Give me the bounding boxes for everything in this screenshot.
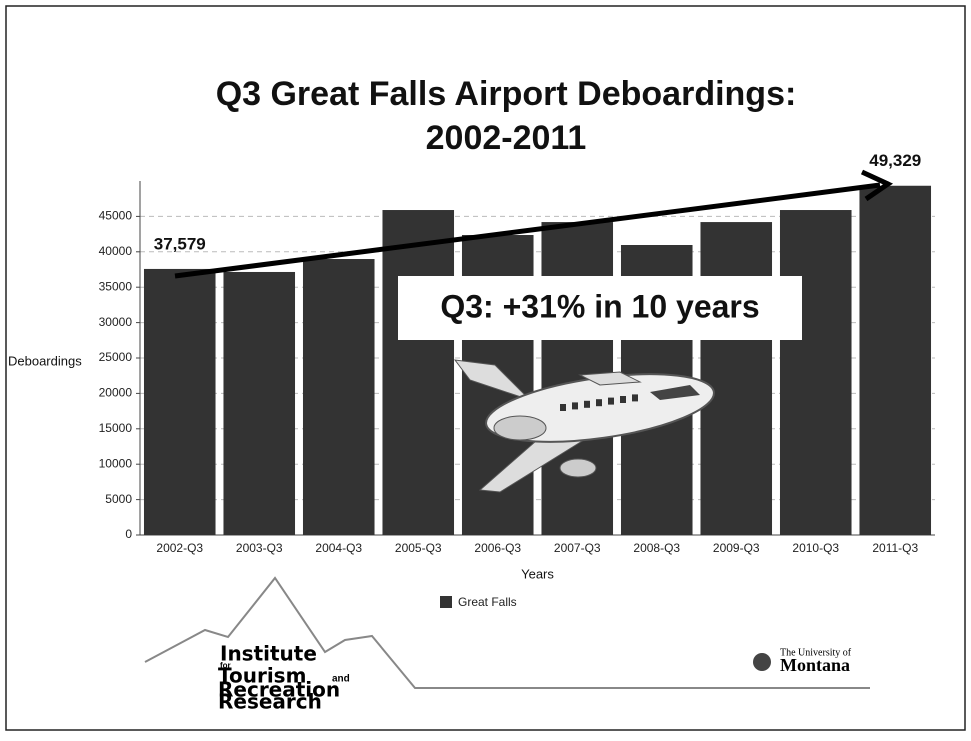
y-tick-label: 0: [125, 527, 132, 541]
plane-window: [560, 404, 566, 411]
plane-window: [632, 394, 638, 402]
plane-wing: [578, 371, 642, 386]
x-tick-label: 2002-Q3: [156, 541, 203, 555]
logo-text: Research: [218, 690, 322, 714]
university-seal: [753, 653, 771, 671]
plane-window: [572, 402, 578, 410]
legend-swatch: [440, 596, 452, 608]
x-tick-label: 2010-Q3: [792, 541, 839, 555]
y-tick-label: 10000: [99, 456, 133, 470]
plane-window: [608, 397, 614, 405]
logo-text: The University of: [780, 647, 852, 658]
x-tick-label: 2007-Q3: [554, 541, 601, 555]
bar: [382, 210, 455, 535]
plane-window: [620, 396, 626, 403]
logo-text: and: [332, 674, 350, 685]
y-tick-label: 15000: [99, 421, 133, 435]
x-tick-label: 2009-Q3: [713, 541, 760, 555]
plane-window: [584, 400, 590, 408]
x-tick-label: 2011-Q3: [872, 541, 918, 555]
logo-text: Tourism: [218, 664, 306, 688]
y-tick-label: 30000: [99, 315, 133, 329]
plane-engine: [493, 415, 547, 441]
bar: [223, 271, 296, 535]
chart-subtitle: 2002-2011: [426, 119, 587, 157]
logo-text: Montana: [780, 655, 850, 675]
annotation-box: [398, 276, 802, 340]
airplane: [453, 359, 715, 493]
legend-label: Great Falls: [458, 595, 517, 609]
plane-window: [596, 399, 602, 407]
data-label: 37,579: [154, 234, 206, 253]
bar: [779, 210, 852, 535]
logo-text: Institute: [220, 642, 317, 666]
x-tick-label: 2005-Q3: [395, 541, 442, 555]
x-tick-label: 2003-Q3: [236, 541, 283, 555]
plane-engine: [559, 458, 597, 478]
y-tick-label: 20000: [99, 386, 133, 400]
trend-arrow: [174, 182, 881, 279]
x-axis-label: Years: [521, 566, 554, 581]
y-tick-label: 25000: [99, 350, 133, 364]
bar: [302, 259, 375, 535]
x-tick-label: 2008-Q3: [633, 541, 680, 555]
arrow-head: [860, 169, 894, 202]
chart-title: Q3 Great Falls Airport Deboardings:: [216, 75, 797, 113]
annotation: Q3: +31% in 10 years: [440, 288, 759, 324]
plane-cockpit: [650, 385, 700, 400]
plot: 0 5000 10000 15000 20000 25000 30000 35000 40000…: [8, 151, 935, 609]
bar: [859, 185, 932, 536]
y-tick-label: 5000: [105, 492, 132, 506]
y-tick-label: 45000: [99, 209, 133, 223]
y-tick-label: 35000: [99, 279, 133, 293]
data-label: 49,329: [869, 151, 921, 170]
bar: [700, 222, 773, 535]
mountain-line: [144, 576, 870, 689]
y-axis-label: Deboardings: [8, 353, 82, 368]
bar: [143, 268, 216, 535]
x-tick-label: 2004-Q3: [315, 541, 362, 555]
x-tick-label: 2006-Q3: [474, 541, 521, 555]
logo-text: for: [220, 661, 231, 670]
logo-text: Recreation: [218, 678, 340, 702]
plane-tail: [453, 359, 531, 401]
y-tick-label: 40000: [99, 244, 133, 258]
